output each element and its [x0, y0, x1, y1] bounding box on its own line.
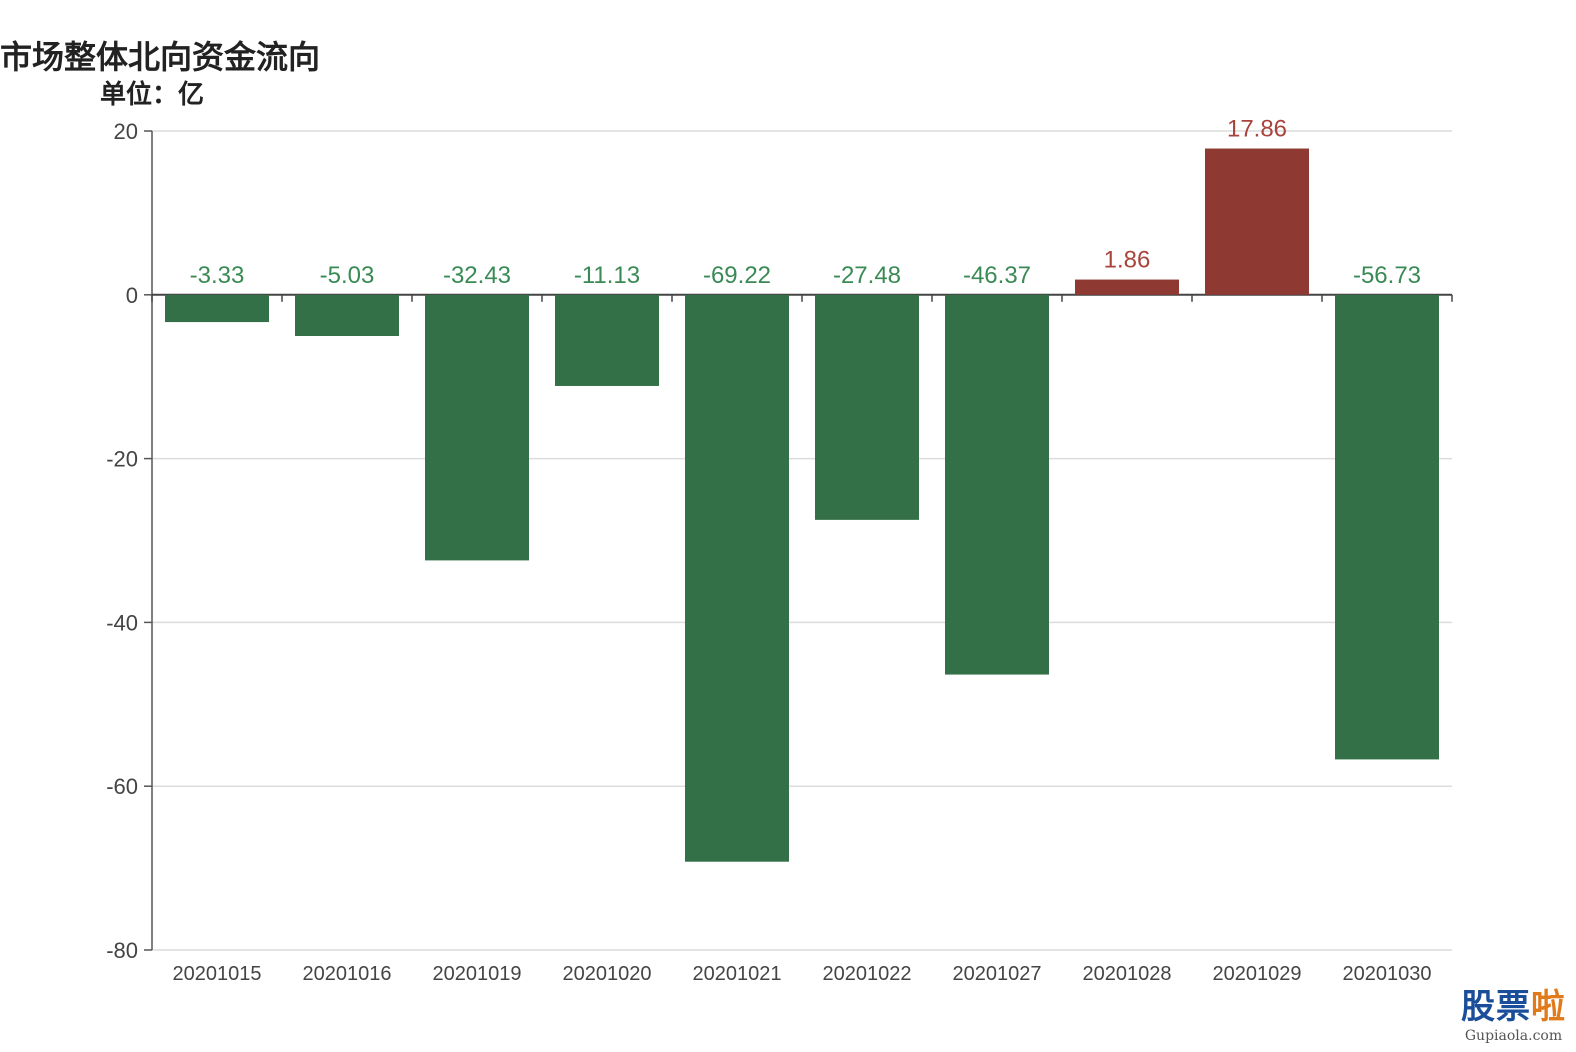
y-tick-labels: 20 0 -20 -40 -60 -80: [106, 119, 138, 963]
data-label-20201028: 1.86: [1104, 247, 1151, 274]
bar-20201015: [165, 294, 269, 323]
watermark-text-b: 啦: [1531, 988, 1566, 1026]
data-label-20201029: 17.86: [1227, 116, 1287, 143]
data-label-20201022: -27.48: [833, 262, 901, 289]
bar-20201019: [425, 294, 529, 561]
y-tick-label: -80: [106, 938, 138, 963]
bars: [165, 148, 1439, 862]
x-tick-label: 20201021: [693, 963, 782, 985]
bar-20201021: [685, 294, 789, 862]
x-tick-label: 20201015: [173, 963, 262, 985]
data-label-20201030: -56.73: [1353, 262, 1421, 289]
gridlines: [152, 130, 1452, 951]
y-tick-label: -60: [106, 774, 138, 799]
data-label-20201027: -46.37: [963, 262, 1031, 289]
bar-20201020: [555, 294, 659, 386]
bar-20201027: [945, 294, 1049, 675]
y-tick-label: -20: [106, 447, 138, 472]
x-tick-label: 20201022: [823, 963, 912, 985]
x-tick-label: 20201029: [1213, 963, 1302, 985]
chart-title: 市场整体北向资金流向: [0, 39, 321, 75]
y-tick-label: -40: [106, 610, 138, 635]
x-tick-label: 20201016: [303, 963, 392, 985]
y-tick-label: 0: [126, 283, 138, 308]
data-label-20201020: -11.13: [574, 262, 640, 289]
bar-20201029: [1205, 148, 1309, 295]
bar-20201022: [815, 294, 919, 520]
x-tick-labels: 20201015 20201016 20201019 20201020 20201021…: [173, 963, 1432, 985]
x-tick-label: 20201020: [563, 963, 652, 985]
x-tick-label: 20201019: [433, 963, 522, 985]
data-label-20201015: -3.33: [190, 262, 245, 289]
watermark-text-a: 股票: [1461, 988, 1531, 1026]
y-tick-label: 20: [114, 119, 138, 144]
bar-20201016: [295, 294, 399, 336]
x-tick-label: 20201028: [1083, 963, 1172, 985]
data-label-20201016: -5.03: [320, 262, 375, 289]
x-tick-label: 20201027: [953, 963, 1042, 985]
data-label-20201019: -32.43: [443, 262, 511, 289]
bar-20201028: [1075, 279, 1179, 295]
data-label-20201021: -69.22: [703, 262, 771, 289]
x-tick-label: 20201030: [1343, 963, 1432, 985]
data-labels: -3.33 -5.03 -32.43 -11.13 -69.22 -27.48 -46.37…: [190, 116, 1421, 289]
unit-label: 单位：亿: [100, 79, 205, 109]
watermark-logo: 股票啦 Gupiaola.com: [1461, 979, 1566, 1044]
watermark-url: Gupiaola.com: [1464, 1028, 1563, 1044]
bar-20201030: [1335, 294, 1439, 760]
